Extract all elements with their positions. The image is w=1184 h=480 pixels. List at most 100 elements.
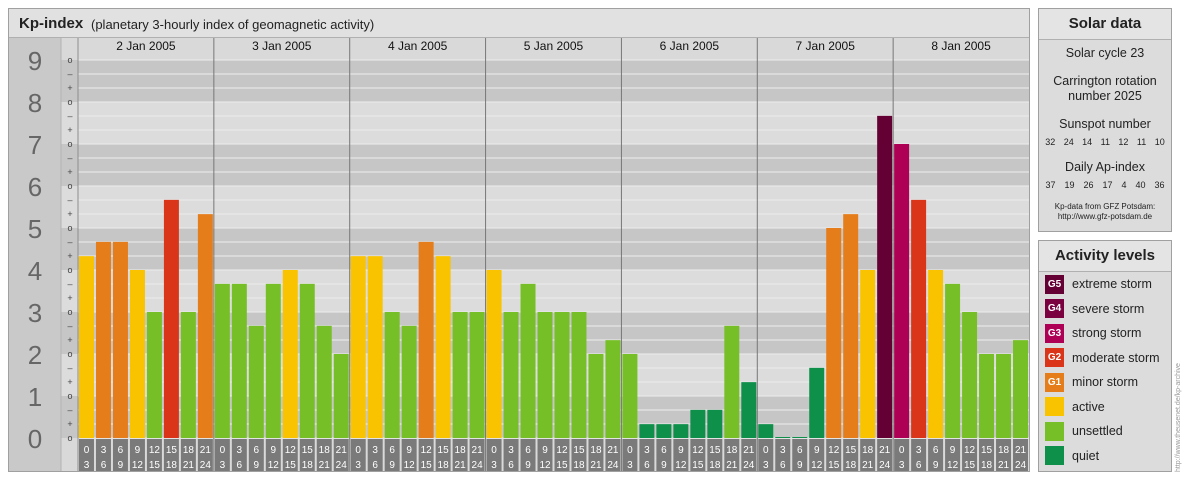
kp-bar bbox=[996, 354, 1012, 438]
minor-tick-label: – bbox=[67, 153, 72, 163]
minor-tick-label: o bbox=[67, 391, 72, 401]
interval-end-label: 24 bbox=[472, 460, 484, 471]
sunspot-values: 32 24 14 11 12 11 10 bbox=[1039, 137, 1171, 147]
solar-cycle: Solar cycle 23 bbox=[1065, 46, 1145, 60]
kp-band bbox=[9, 102, 1029, 144]
level-row: G5 extreme storm bbox=[1045, 274, 1152, 294]
ap-title: Daily Ap-index bbox=[1065, 160, 1145, 174]
interval-start-label: 21 bbox=[743, 445, 755, 456]
interval-cell bbox=[503, 439, 519, 471]
interval-end-label: 12 bbox=[404, 460, 416, 471]
kp-band bbox=[9, 270, 1029, 312]
interval-start-label: 18 bbox=[862, 445, 874, 456]
interval-start-label: 15 bbox=[166, 445, 178, 456]
interval-start-label: 6 bbox=[254, 445, 260, 456]
interval-cell bbox=[248, 439, 264, 471]
interval-cell bbox=[758, 439, 774, 471]
interval-start-label: 12 bbox=[285, 445, 297, 456]
day-label: 6 Jan 2005 bbox=[660, 39, 720, 53]
minor-tick-label: o bbox=[67, 349, 72, 359]
interval-end-label: 6 bbox=[237, 460, 243, 471]
kp-bar bbox=[639, 424, 655, 438]
interval-end-label: 3 bbox=[491, 460, 497, 471]
interval-end-label: 3 bbox=[220, 460, 226, 471]
interval-end-label: 9 bbox=[525, 460, 531, 471]
level-swatch: G5 bbox=[1045, 274, 1064, 294]
kp-plot: 0123456789o+–o+–o+–o+–o+–o+–o+–o+–o+–o2 … bbox=[9, 37, 1029, 471]
interval-end-label: 21 bbox=[590, 460, 602, 471]
kp-band bbox=[9, 60, 1029, 102]
interval-cell bbox=[928, 439, 944, 471]
level-row: unsettled bbox=[1045, 421, 1123, 441]
interval-start-label: 3 bbox=[372, 445, 378, 456]
kp-bar bbox=[928, 270, 944, 438]
interval-cell bbox=[1013, 439, 1028, 471]
kp-bar bbox=[809, 367, 825, 438]
level-label: extreme storm bbox=[1072, 277, 1152, 291]
interval-cell bbox=[877, 439, 893, 471]
day-label: 3 Jan 2005 bbox=[252, 39, 312, 53]
interval-start-label: 21 bbox=[1015, 445, 1027, 456]
level-label: quiet bbox=[1072, 448, 1100, 463]
kp-bar bbox=[486, 270, 502, 438]
level-swatch: G4 bbox=[1045, 299, 1064, 318]
ap-values: 37 19 26 17 4 40 36 bbox=[1039, 180, 1171, 190]
kp-bar bbox=[231, 283, 247, 438]
interval-end-label: 6 bbox=[644, 460, 650, 471]
interval-start-label: 15 bbox=[573, 445, 585, 456]
interval-cell bbox=[673, 439, 689, 471]
interval-end-label: 12 bbox=[268, 460, 280, 471]
kp-bar bbox=[282, 270, 298, 438]
interval-cell bbox=[435, 439, 451, 471]
kp-bar bbox=[367, 256, 383, 438]
kp-bar bbox=[265, 283, 281, 438]
ap-value: 4 bbox=[1121, 180, 1127, 190]
day-label: 7 Jan 2005 bbox=[796, 39, 856, 53]
kp-bar bbox=[248, 325, 264, 438]
interval-end-label: 15 bbox=[828, 460, 840, 471]
interval-end-label: 15 bbox=[149, 460, 161, 471]
interval-cell bbox=[350, 439, 366, 471]
interval-end-label: 9 bbox=[797, 460, 803, 471]
interval-end-label: 12 bbox=[675, 460, 687, 471]
chart-title-bar: Kp-index (planetary 3-hourly index of ge… bbox=[9, 9, 1029, 38]
interval-end-label: 24 bbox=[743, 460, 755, 471]
interval-cell bbox=[809, 439, 825, 471]
interval-end-label: 9 bbox=[389, 460, 395, 471]
interval-start-label: 6 bbox=[933, 445, 939, 456]
kp-bar bbox=[79, 256, 94, 438]
interval-start-label: 3 bbox=[644, 445, 650, 456]
interval-end-label: 9 bbox=[933, 460, 939, 471]
interval-end-label: 9 bbox=[254, 460, 260, 471]
interval-cell bbox=[214, 439, 230, 471]
level-label: unsettled bbox=[1072, 424, 1123, 438]
interval-cell bbox=[945, 439, 961, 471]
interval-cell bbox=[860, 439, 876, 471]
y-tick-label: 3 bbox=[28, 298, 42, 328]
interval-start-label: 18 bbox=[455, 445, 467, 456]
y-axis-column bbox=[9, 37, 61, 471]
kp-band bbox=[9, 396, 1029, 438]
interval-end-label: 18 bbox=[981, 460, 993, 471]
kp-bar bbox=[877, 115, 893, 439]
kp-bar bbox=[673, 424, 689, 438]
minor-tick-label: o bbox=[67, 55, 72, 65]
minor-tick-label: – bbox=[67, 321, 72, 331]
ap-value: 19 bbox=[1064, 180, 1075, 190]
interval-end-label: 15 bbox=[556, 460, 568, 471]
minor-tick-label: + bbox=[67, 377, 72, 387]
interval-start-label: 0 bbox=[491, 445, 497, 456]
minor-tick-label: + bbox=[67, 167, 72, 177]
kp-bar bbox=[333, 354, 349, 438]
interval-end-label: 12 bbox=[947, 460, 959, 471]
chart-subtitle: (planetary 3-hourly index of geomagnetic… bbox=[91, 17, 375, 32]
interval-end-label: 6 bbox=[916, 460, 922, 471]
interval-end-label: 12 bbox=[811, 460, 823, 471]
ap-value: 17 bbox=[1102, 180, 1113, 190]
kp-bar bbox=[656, 424, 672, 438]
interval-start-label: 21 bbox=[200, 445, 212, 456]
kp-bar bbox=[95, 241, 111, 438]
kp-bar bbox=[588, 354, 604, 438]
level-swatch bbox=[1045, 397, 1064, 416]
level-row: G4 severe storm bbox=[1045, 299, 1144, 319]
